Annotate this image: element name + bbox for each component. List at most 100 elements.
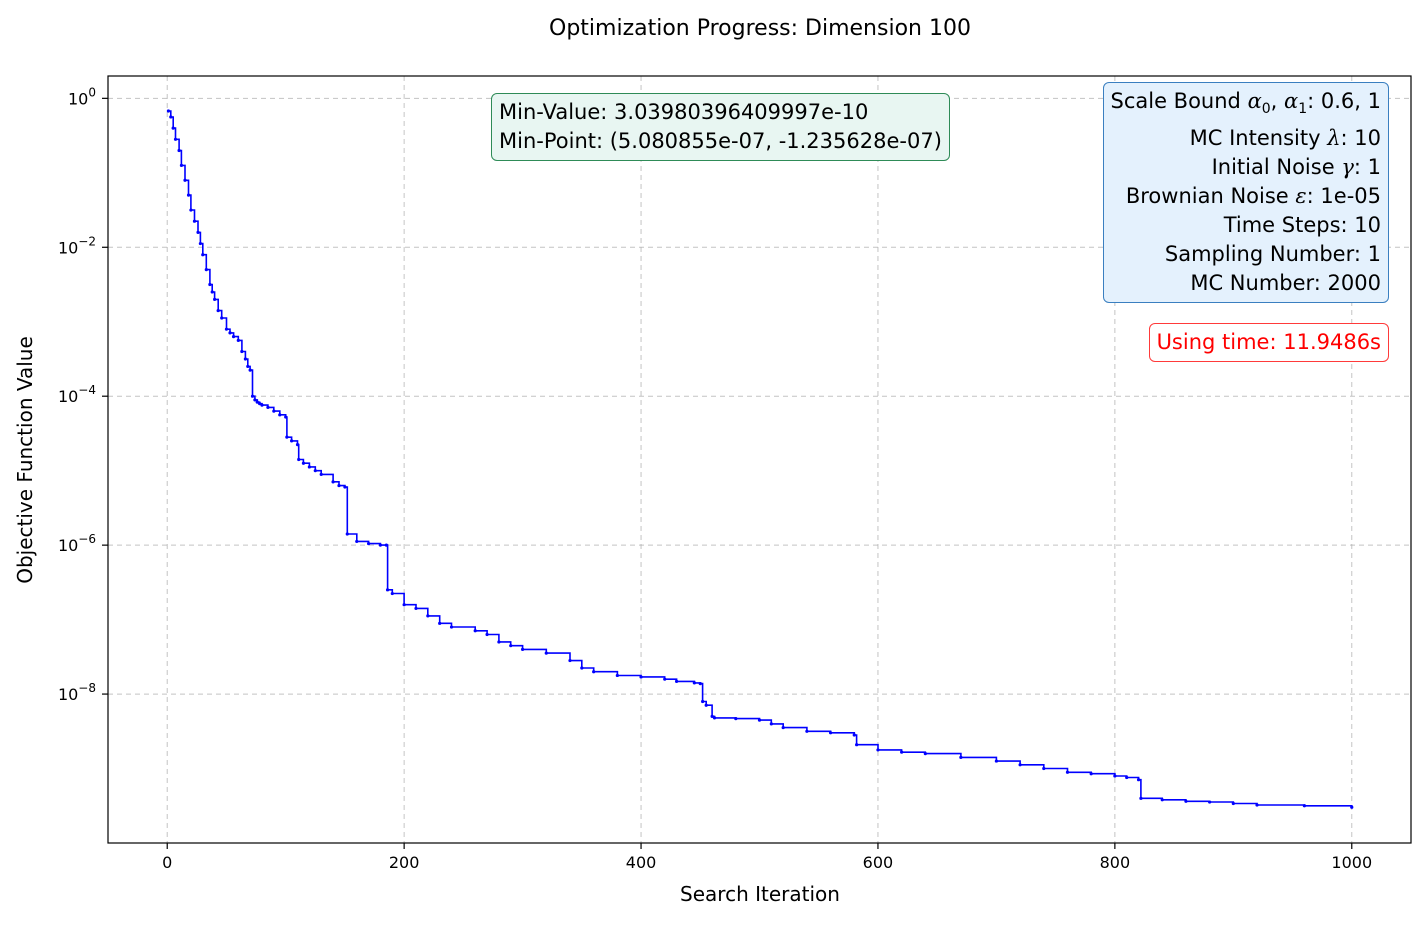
data-point bbox=[224, 327, 229, 331]
data-point bbox=[923, 752, 927, 756]
data-point bbox=[855, 743, 859, 747]
data-point bbox=[177, 148, 181, 153]
data-point bbox=[250, 394, 255, 398]
data-point bbox=[1136, 778, 1141, 782]
param-label: Time Steps bbox=[1223, 213, 1341, 238]
param-symbol: λ bbox=[1327, 126, 1341, 151]
data-point bbox=[313, 469, 317, 473]
data-point bbox=[243, 357, 248, 361]
data-point bbox=[1231, 801, 1235, 806]
data-point bbox=[438, 621, 442, 625]
x-tick-label: 0 bbox=[162, 853, 172, 872]
data-point bbox=[1184, 799, 1188, 803]
data-point bbox=[198, 241, 202, 246]
data-point bbox=[615, 673, 619, 678]
data-point bbox=[1018, 763, 1022, 767]
data-point bbox=[384, 543, 388, 547]
data-point bbox=[1065, 770, 1070, 774]
data-point bbox=[231, 335, 236, 339]
param-row: Initial Noise γ: 1 bbox=[1111, 153, 1381, 182]
data-point bbox=[216, 308, 220, 313]
param-label: MC Number bbox=[1190, 271, 1314, 296]
param-symbol: ε bbox=[1295, 184, 1307, 209]
data-point bbox=[173, 137, 178, 141]
y-tick-label: 10−2 bbox=[58, 234, 96, 257]
param-row: MC Number: 2000 bbox=[1111, 269, 1381, 298]
data-point bbox=[236, 338, 240, 342]
data-point bbox=[345, 532, 349, 536]
data-point bbox=[240, 349, 244, 354]
param-subscript: 1 bbox=[1298, 101, 1308, 118]
data-point bbox=[319, 472, 323, 476]
x-axis-title: Search Iteration bbox=[680, 882, 840, 906]
series-layer bbox=[166, 109, 1354, 809]
data-point bbox=[580, 666, 584, 670]
data-point bbox=[278, 413, 282, 417]
plot-frame bbox=[107, 75, 1412, 844]
data-point bbox=[1302, 804, 1306, 808]
chart-title: Optimization Progress: Dimension 100 bbox=[549, 16, 971, 41]
data-point bbox=[698, 682, 702, 686]
data-point bbox=[390, 591, 394, 596]
data-point bbox=[196, 230, 200, 234]
data-point bbox=[426, 614, 430, 618]
data-point bbox=[260, 403, 264, 407]
data-point bbox=[712, 716, 717, 720]
y-tick-label: 10−6 bbox=[58, 532, 96, 555]
param-label: Scale Bound bbox=[1110, 89, 1248, 113]
data-point bbox=[710, 714, 714, 719]
data-point bbox=[285, 435, 289, 439]
param-value: : 0.6, 1 bbox=[1307, 89, 1381, 113]
data-point bbox=[473, 629, 477, 633]
data-point bbox=[186, 193, 191, 197]
data-point bbox=[852, 733, 856, 737]
data-point bbox=[355, 539, 359, 544]
data-point bbox=[179, 163, 184, 167]
data-point bbox=[331, 480, 335, 484]
data-point bbox=[367, 542, 371, 546]
data-point bbox=[1125, 775, 1129, 780]
param-label: MC Intensity bbox=[1189, 126, 1328, 151]
param-row: MC Intensity λ: 10 bbox=[1111, 124, 1381, 153]
data-point bbox=[272, 409, 276, 413]
data-point bbox=[297, 457, 301, 462]
parameter-box: Scale Bound α0, α1: 0.6, 1 MC Intensity λ… bbox=[1102, 82, 1389, 304]
data-point bbox=[639, 675, 643, 679]
data-point bbox=[248, 368, 252, 372]
data-point bbox=[228, 331, 232, 335]
data-point bbox=[402, 603, 406, 607]
param-label: Brownian Noise bbox=[1125, 184, 1296, 209]
min-point-text: Min-Point: (5.080855e-07, -1.235628e-07) bbox=[499, 129, 942, 153]
data-point bbox=[1139, 796, 1143, 800]
data-point bbox=[1042, 766, 1046, 771]
data-point bbox=[704, 703, 708, 707]
data-point bbox=[520, 647, 525, 651]
y-tick-base: 10 bbox=[58, 387, 78, 406]
data-point bbox=[663, 677, 667, 681]
y-tick-label: 10−4 bbox=[58, 383, 96, 406]
data-point bbox=[734, 717, 738, 721]
y-tick-label: 10−8 bbox=[58, 681, 96, 704]
data-point bbox=[343, 485, 347, 489]
data-point bbox=[284, 415, 288, 419]
data-point bbox=[1160, 798, 1164, 802]
using-time-text: Using time: 11.9486s bbox=[1156, 330, 1381, 354]
data-point bbox=[497, 640, 501, 644]
param-symbol: α bbox=[1284, 89, 1299, 113]
x-tick-label: 800 bbox=[1100, 853, 1131, 872]
data-point bbox=[385, 588, 390, 592]
data-point bbox=[169, 115, 173, 119]
param-value: : 1e-05 bbox=[1306, 184, 1381, 209]
y-tick-exponent: −8 bbox=[78, 681, 96, 695]
data-point bbox=[1208, 800, 1212, 804]
data-point bbox=[769, 722, 773, 726]
data-point bbox=[692, 681, 696, 685]
data-point bbox=[253, 398, 257, 402]
data-point bbox=[307, 465, 311, 469]
data-point bbox=[208, 282, 212, 287]
data-point bbox=[301, 461, 306, 465]
data-point bbox=[183, 178, 187, 182]
data-point bbox=[805, 729, 809, 733]
param-subscript: 0 bbox=[1261, 101, 1271, 118]
